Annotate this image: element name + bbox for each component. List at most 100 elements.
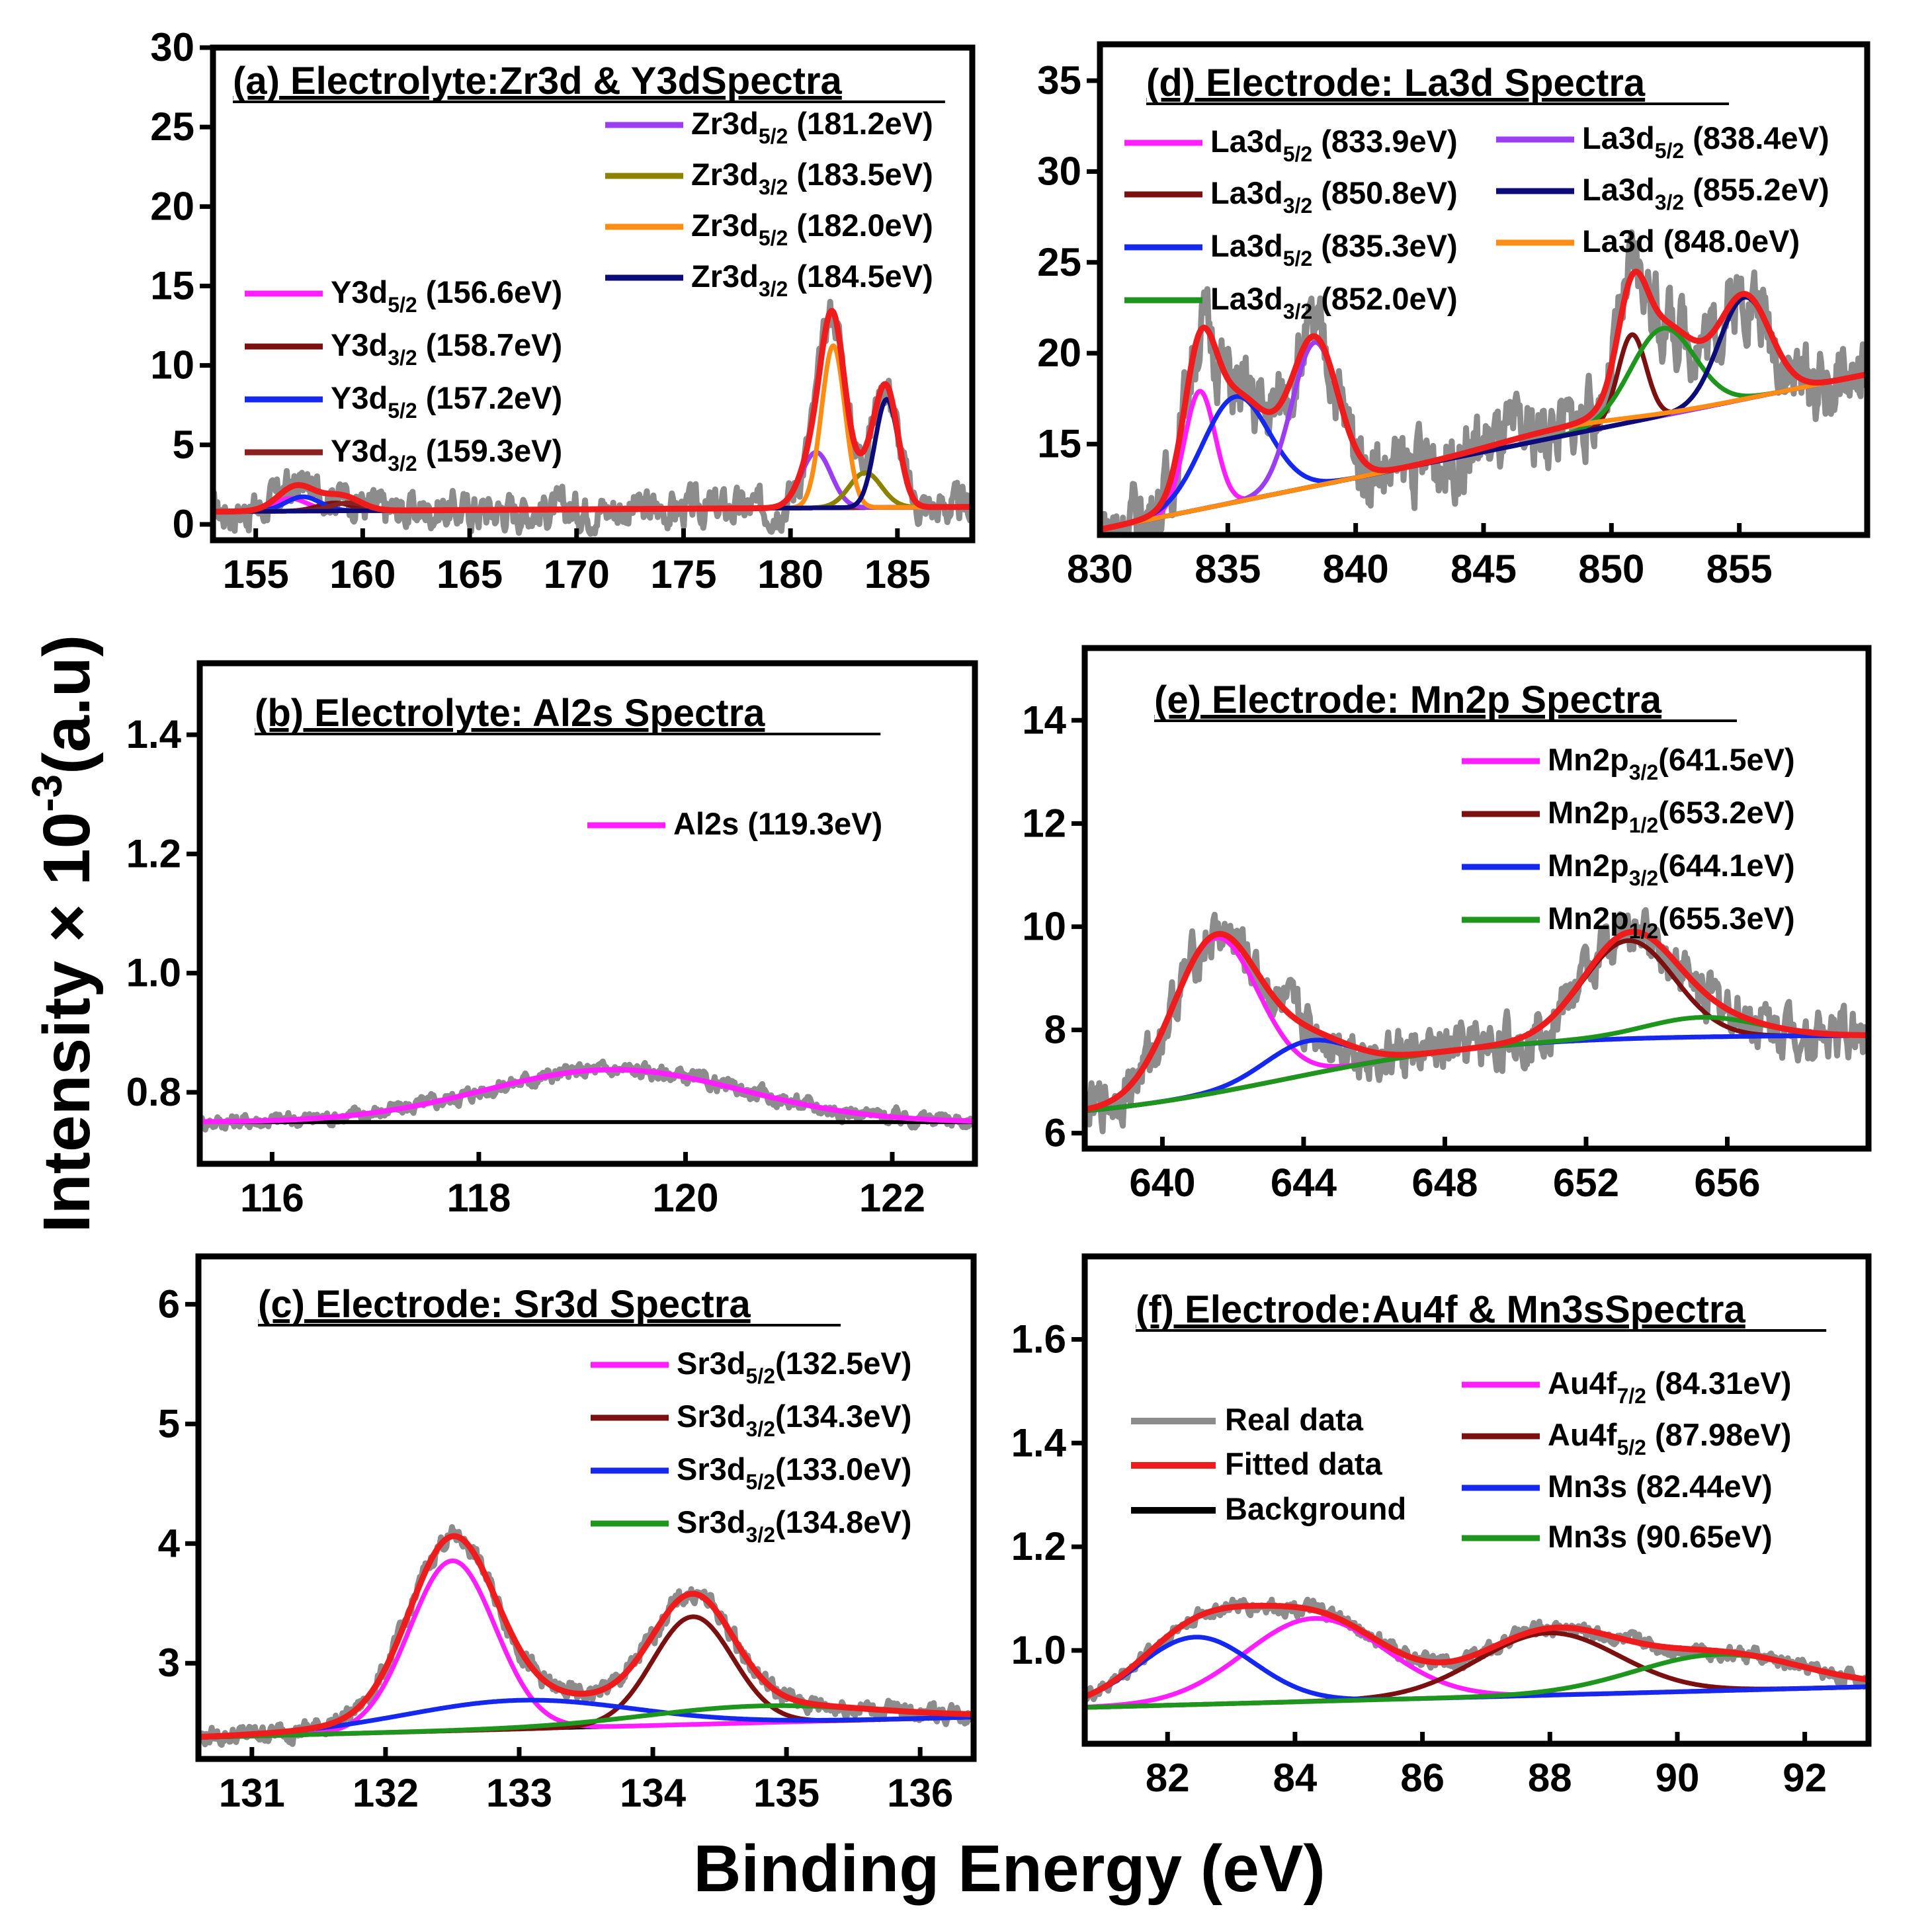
x-tick-label-a-6: 185 [864,552,931,596]
x-tick-label-d-1: 835 [1195,547,1261,591]
y-axis-title-unit: (a.u) [30,635,104,774]
y-tick-label-b-2: 1.2 [126,831,181,876]
plot-area-d [1100,229,1867,535]
plot-area-b [200,1058,975,1133]
legend-label-d-4: La3d5/2 (838.4eV) [1582,120,1829,163]
y-axis-title: Intensity × 10-3(a.u) [23,635,104,1233]
frame-a [210,44,976,544]
y-tick-label-b-1: 1.0 [126,951,181,995]
y-tick-label-f-0: 1.0 [1011,1628,1066,1672]
legend-label-f-3: Mn3s (90.65eV) [1548,1519,1773,1554]
x-tick-label-d-2: 840 [1323,547,1389,591]
plot-area-e [1085,907,1869,1135]
x-tick-label-b-1: 118 [447,1176,511,1220]
plot-area-f [1085,1596,1869,1710]
y-tick-label-f-1: 1.2 [1011,1524,1066,1569]
legend-label-c-0: Sr3d5/2(132.5eV) [677,1346,911,1388]
legend-label-a-5: Y3d3/2 (158.7eV) [331,327,562,370]
legend-label-f-1: Au4f5/2 (87.98eV) [1548,1417,1791,1459]
legend-label-a-2: Zr3d5/2 (182.0eV) [691,208,933,250]
x-tick-label-e-3: 652 [1553,1161,1619,1205]
x-tick-label-d-4: 850 [1578,547,1644,591]
panel-title-e: (e) Electrode: Mn2p Spectra [1154,678,1662,721]
legend-label-a-4: Y3d5/2 (156.6eV) [331,274,562,317]
legend-label-a-7: Y3d3/2 (159.3eV) [331,433,562,475]
x-tick-label-f-1: 84 [1273,1756,1318,1800]
x-tick-label-f-4: 90 [1656,1756,1700,1800]
x-tick-label-e-0: 640 [1129,1161,1195,1205]
y-tick-label-b-0: 0.8 [126,1070,181,1114]
legend-label-d-0: La3d5/2 (833.9eV) [1210,124,1458,166]
y-tick-label-a-4: 20 [150,184,194,228]
x-tick-label-f-3: 88 [1528,1756,1572,1800]
fitted-line-a [213,307,972,515]
legend-label-e-1: Mn2p1/2(653.2eV) [1548,795,1795,837]
frame-b [196,660,978,1167]
x-tick-label-e-1: 644 [1271,1161,1337,1205]
x-tick-label-a-1: 160 [329,552,396,596]
y-tick-label-d-1: 20 [1037,331,1081,375]
legend-label-e-0: Mn2p3/2(641.5eV) [1548,742,1795,784]
panel-f: 82 84 86 88 90 92 1.0 1.2 1.4 1.6 (f) Electrode:Au… [1011,1253,1872,1800]
fitted-line-d [1100,268,1867,533]
legend-common-label-1: Fitted data [1225,1446,1382,1481]
plot-area-c [198,1524,974,1748]
real-data-line-d [1100,229,1867,535]
y-tick-label-c-3: 6 [158,1282,180,1326]
panel-title-c: (c) Electrode: Sr3d Spectra [258,1283,751,1326]
y-tick-label-a-2: 10 [150,343,194,387]
y-tick-label-d-2: 25 [1037,240,1081,284]
x-axis-title: Binding Energy (eV) [693,1832,1325,1906]
x-tick-label-c-4: 135 [753,1771,819,1815]
x-tick-label-c-0: 131 [219,1771,285,1815]
y-tick-label-d-3: 30 [1037,149,1081,193]
legend-common-label-2: Background [1225,1491,1406,1526]
legend-label-a-6: Y3d5/2 (157.2eV) [331,380,562,423]
y-axis-title-main: Intensity × 10 [30,812,104,1233]
panel-title-d: (d) Electrode: La3d Spectra [1146,61,1646,104]
legend-label-d-1: La3d3/2 (850.8eV) [1210,175,1458,218]
legend-common-label-0: Real data [1225,1402,1364,1437]
real-data-line-e [1085,907,1869,1135]
x-tick-label-d-5: 855 [1706,547,1773,591]
panel-b: 116 118 120 122 0.8 1.0 1.2 1.4 (b) Electrolyte:… [126,660,978,1220]
fitted-line-f [1085,1602,1869,1700]
y-tick-label-f-3: 1.6 [1011,1317,1066,1361]
y-axis-title-exp: -3 [23,774,71,812]
frame-e [1081,645,1872,1152]
legend-label-f-0: Au4f7/2 (84.31eV) [1548,1366,1791,1408]
legend-label-a-1: Zr3d3/2 (183.5eV) [691,157,933,199]
y-tick-label-d-0: 15 [1037,422,1081,466]
y-tick-label-f-2: 1.4 [1011,1420,1067,1465]
fitted-line-e [1085,928,1869,1113]
panel-e: 640 644 648 652 656 6 8 10 12 14 (e) Electrode: Mn… [1022,645,1872,1205]
panel-a: 155 160 165 170 175 180 185 0 5 10 15 20 25 30 (a) Ele… [150,25,976,596]
legend-label-c-1: Sr3d3/2(134.3eV) [677,1399,911,1441]
legend-label-a-0: Zr3d5/2 (181.2eV) [691,106,933,148]
x-tick-label-d-3: 845 [1450,547,1517,591]
legend-label-d-2: La3d5/2 (835.3eV) [1210,228,1458,270]
panel-title-a: (a) Electrolyte:Zr3d & Y3dSpectra [233,60,843,102]
fitted-line-c [198,1533,974,1740]
panel-title-b: (b) Electrolyte: Al2s Spectra [255,692,765,735]
legend-label-d-3: La3d3/2 (852.0eV) [1210,281,1458,323]
y-tick-label-e-1: 8 [1044,1008,1066,1052]
x-tick-label-f-5: 92 [1783,1756,1827,1800]
x-tick-label-a-5: 180 [757,552,823,596]
legend-label-c-2: Sr3d5/2(133.0eV) [677,1451,911,1494]
x-tick-label-a-0: 155 [223,552,289,596]
legend-label-a-3: Zr3d3/2 (184.5eV) [691,259,933,301]
legend-label-e-3: Mn2p1/2(655.3eV) [1548,901,1795,943]
y-tick-label-a-1: 5 [173,423,194,467]
x-tick-label-b-0: 116 [240,1176,304,1220]
panel-title-f: (f) Electrode:Au4f & Mn3sSpectra [1136,1288,1745,1331]
x-tick-label-a-3: 170 [544,552,610,596]
legend-label-d-5: La3d3/2 (855.2eV) [1582,172,1829,214]
panel-c: 131 132 133 134 135 136 3 4 5 6 (c) Electrode: Sr3… [158,1253,977,1815]
x-tick-label-b-2: 120 [652,1176,718,1220]
x-tick-label-e-4: 656 [1694,1161,1760,1205]
x-tick-label-c-1: 132 [353,1771,419,1815]
y-tick-label-e-4: 14 [1022,698,1066,742]
panel-d: 830 835 840 845 850 855 15 20 25 30 35 (d) Electrod… [1037,41,1870,591]
x-tick-label-b-3: 122 [859,1176,925,1220]
